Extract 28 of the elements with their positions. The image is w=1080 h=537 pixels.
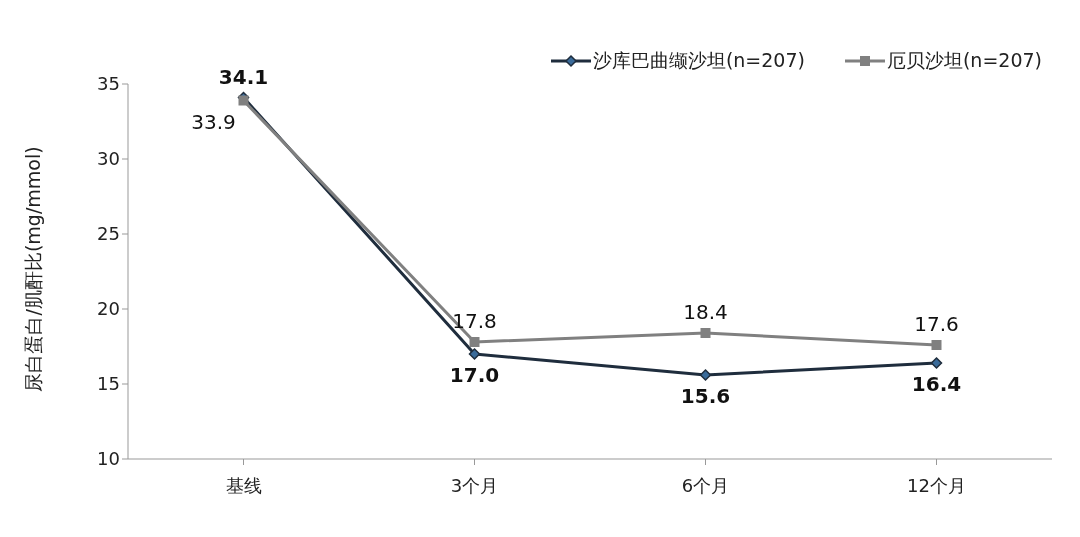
data-label: 33.9 — [191, 109, 236, 134]
y-tick-label: 20 — [97, 298, 120, 320]
y-tick-label: 30 — [97, 148, 120, 170]
data-label: 18.4 — [683, 300, 728, 324]
y-axis-title: 尿白蛋白/肌酐比(mg/mmol) — [21, 146, 44, 392]
point — [238, 95, 249, 106]
point — [930, 357, 943, 369]
legend-label: 厄贝沙坦(n=207) — [886, 48, 1042, 73]
data-label: 16.4 — [911, 372, 962, 396]
y-tick-label: 10 — [97, 448, 120, 470]
x-tick-label: 基线 — [225, 474, 262, 496]
point — [699, 369, 712, 381]
x-tick-label: 3个月 — [450, 474, 499, 496]
x-tick-label: 12个月 — [907, 474, 966, 496]
data-label: 34.1 — [218, 64, 269, 89]
point — [468, 348, 481, 360]
point — [469, 337, 480, 347]
x-tick-label: 6个月 — [681, 474, 730, 496]
legend-label: 沙库巴曲缬沙坦(n=207) — [592, 48, 805, 73]
y-tick-label: 15 — [97, 373, 120, 395]
y-tick-label: 35 — [97, 73, 120, 95]
point — [931, 340, 942, 350]
data-label: 17.6 — [914, 312, 959, 336]
point — [700, 328, 711, 338]
y-tick-label: 25 — [97, 223, 120, 245]
data-label: 15.6 — [680, 384, 731, 408]
data-label: 17.0 — [449, 363, 500, 387]
data-label: 17.8 — [452, 309, 497, 333]
